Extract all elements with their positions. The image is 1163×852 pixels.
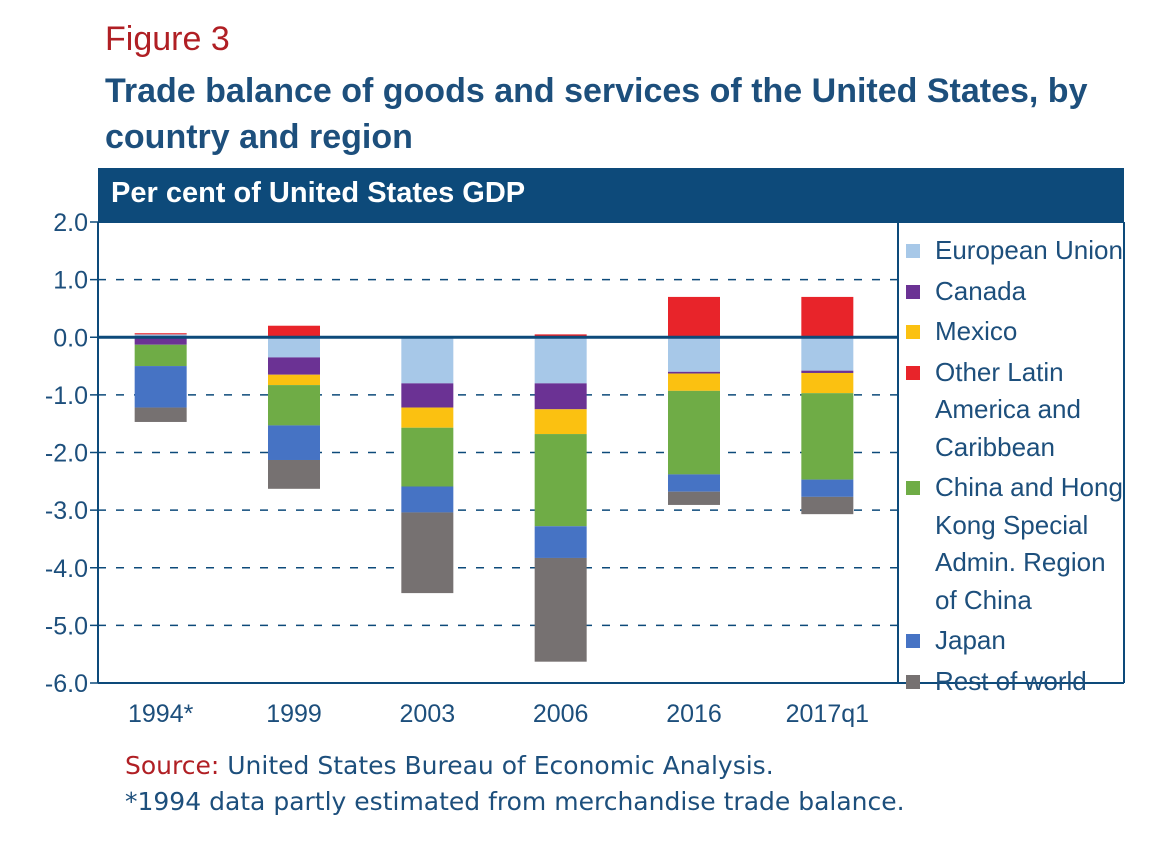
bar-segment [801, 496, 854, 515]
bar-segment [268, 385, 320, 426]
bar-segment [401, 427, 454, 487]
x-tick-label: 2016 [666, 700, 722, 728]
source-line: Source: United States Bureau of Economic… [125, 748, 774, 784]
legend-item: European Union [906, 232, 1126, 270]
bar-segment [668, 491, 720, 505]
source-text: United States Bureau of Economic Analysi… [219, 751, 774, 780]
legend-label: European Union [935, 235, 1123, 265]
bar-segment [801, 370, 854, 373]
x-tick-label: 2017q1 [786, 700, 869, 728]
x-tick-label: 1999 [266, 700, 322, 728]
bar-segment [668, 371, 720, 374]
bar-segment [401, 383, 454, 408]
y-tick-label: -6.0 [45, 670, 88, 698]
bar-segment [668, 373, 720, 391]
legend-swatch [906, 325, 920, 339]
legend-item: Canada [906, 273, 1126, 311]
bar-segment [668, 390, 720, 475]
legend-item: Other Latin America and Caribbean [906, 354, 1126, 467]
legend-item: China and Hong Kong Special Admin. Regio… [906, 469, 1126, 619]
y-tick-label: 0.0 [53, 324, 88, 352]
source-label: Source: [125, 751, 220, 780]
footnote: *1994 data partly estimated from merchan… [125, 787, 905, 816]
y-tick-label: -5.0 [45, 612, 88, 640]
bar-segment [401, 337, 454, 384]
legend-label: Japan [935, 625, 1006, 655]
bar-segment [801, 372, 854, 394]
legend-swatch [906, 365, 920, 380]
bar-segment [668, 474, 720, 492]
bar-segment [534, 434, 587, 527]
bar-segment [134, 407, 187, 422]
bar-segment [801, 296, 854, 338]
bar-segment [268, 459, 320, 489]
chart-subtitle-banner: Per cent of United States GDP [98, 168, 1124, 223]
bar-segment [801, 393, 854, 480]
bar-segment [401, 486, 454, 513]
bar-segment [401, 512, 454, 594]
figure-label: Figure 3 [105, 20, 230, 58]
bar-segment [668, 296, 720, 338]
legend-label: Other Latin America and Caribbean [935, 356, 1081, 462]
legend-item: Mexico [906, 313, 1126, 351]
legend-label: China and Hong Kong Special Admin. Regio… [935, 472, 1123, 615]
y-tick-label: 2.0 [53, 209, 88, 237]
bar-segment [534, 409, 587, 435]
y-tick-label: -2.0 [45, 440, 88, 468]
legend-label: Canada [935, 275, 1027, 306]
axes [90, 221, 1125, 684]
legend-item: Rest of world [906, 663, 1126, 701]
bar-segment [268, 425, 320, 460]
chart-subtitle: Per cent of United States GDP [111, 177, 526, 209]
x-tick-label: 1994* [128, 700, 194, 728]
legend-swatch [906, 674, 920, 689]
bar-segment [268, 337, 320, 358]
bar-segment [134, 337, 187, 345]
legend-swatch [906, 244, 920, 258]
legend: European Union Canada Mexico Other Latin Am… [906, 232, 1126, 703]
gridlines [98, 278, 898, 627]
chart-title: Trade balance of goods and services of t… [105, 72, 1088, 156]
legend-swatch [906, 481, 920, 495]
bar-segment [268, 374, 320, 386]
bar-segment [668, 337, 720, 372]
legend-label: Mexico [935, 316, 1018, 346]
legend-swatch [906, 284, 920, 299]
y-tick-label: -1.0 [45, 382, 88, 410]
bar-segment [268, 357, 320, 375]
bar-segment [134, 344, 187, 367]
bar-segment [801, 479, 854, 497]
y-tick-label: -4.0 [45, 555, 88, 583]
bar-segment [134, 366, 187, 408]
x-tick-label: 2003 [400, 700, 456, 728]
bar-segment [534, 383, 587, 410]
legend-item: Japan [906, 622, 1126, 660]
bar-segment [534, 337, 587, 384]
bar-segment [534, 526, 587, 558]
bar-segment [801, 337, 854, 371]
legend-label: Rest of world [935, 665, 1087, 696]
bar-segment [268, 325, 320, 338]
bar-segment [134, 333, 187, 335]
tick-labels: 2.0 1.0 0.0 -1.0 -2.0 -3.0 -4.0 -5.0 -6.0 1994* 19… [45, 209, 869, 728]
bars [134, 296, 854, 662]
y-tick-label: -3.0 [45, 497, 88, 525]
bar-segment [534, 557, 587, 662]
x-tick-label: 2006 [533, 700, 589, 728]
y-tick-label: 1.0 [53, 267, 88, 295]
bar-segment [401, 407, 454, 428]
legend-swatch [906, 634, 920, 648]
